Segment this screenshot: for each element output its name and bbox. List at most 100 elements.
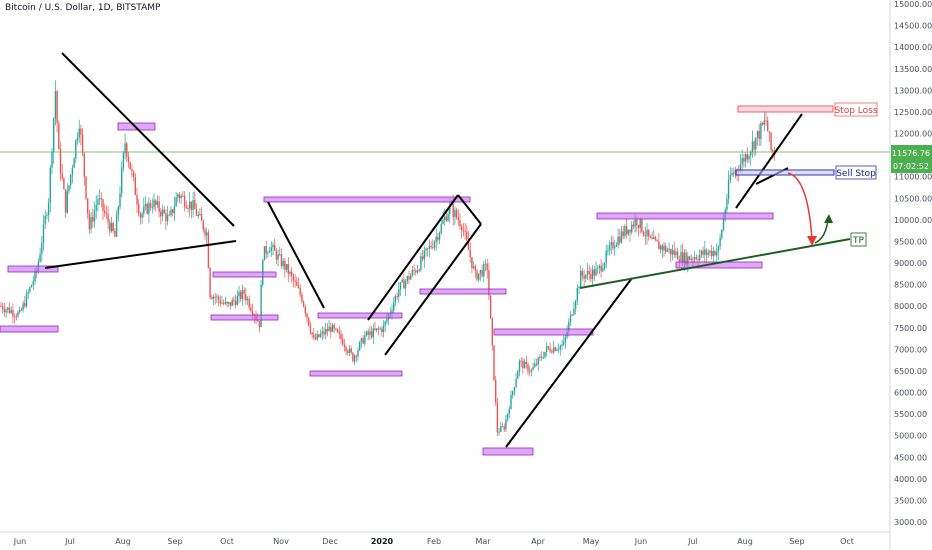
candle-body — [299, 287, 301, 295]
y-tick-label: 3000.00 — [894, 518, 927, 527]
candle-body — [224, 301, 227, 304]
candle-body — [98, 198, 101, 200]
candle-body — [746, 154, 748, 160]
candle-body — [498, 431, 500, 433]
candle-body — [688, 256, 691, 261]
candle-body — [546, 346, 548, 352]
candle-body — [486, 263, 488, 271]
candle-body — [435, 236, 437, 242]
candle-body — [362, 338, 364, 344]
candle-body — [321, 331, 323, 335]
x-tick-label: Apr — [531, 537, 546, 546]
candle-body — [755, 137, 757, 150]
candle-body — [619, 236, 621, 243]
candle-body — [430, 245, 432, 248]
candle-body — [250, 307, 252, 311]
candle-body — [530, 369, 533, 372]
candle-body — [576, 287, 578, 301]
candle-body — [449, 203, 451, 214]
candle-body — [540, 356, 543, 358]
candle-body — [648, 229, 650, 237]
candle-body — [352, 352, 354, 362]
candle-body — [114, 230, 116, 237]
candle-body — [427, 248, 429, 250]
candle-body — [702, 250, 704, 255]
x-tick-label: Mar — [475, 537, 491, 546]
candle-body — [656, 239, 658, 242]
candle-body — [529, 371, 531, 373]
zone-dec-mid — [317, 312, 403, 319]
candle-body — [309, 325, 312, 333]
candle-body — [172, 209, 174, 213]
x-tick-label: Aug — [737, 537, 753, 546]
candle-body — [27, 292, 29, 294]
candle-body — [573, 308, 575, 315]
candle-body — [561, 344, 563, 346]
candle-body — [369, 331, 371, 335]
y-tick-label: 4000.00 — [894, 475, 927, 484]
candle-body — [700, 250, 703, 255]
candle-body — [46, 215, 48, 217]
candle-body — [614, 246, 616, 249]
candle-body — [207, 232, 210, 268]
sell-stop-zone — [735, 169, 835, 176]
candle-body — [670, 248, 672, 255]
candle-body — [597, 268, 599, 269]
candle-body — [631, 224, 633, 233]
candle-body — [464, 230, 466, 232]
candle-body — [204, 229, 206, 236]
candle-body — [518, 360, 521, 372]
candle-body — [699, 254, 701, 261]
candle-body — [580, 270, 582, 288]
candle-body — [146, 203, 148, 214]
candle-body — [78, 128, 80, 138]
candle-body — [335, 328, 337, 330]
y-tick-label: 14000.00 — [894, 43, 932, 52]
candle-body — [629, 229, 631, 233]
candle-body — [97, 199, 99, 205]
candle-body — [637, 224, 640, 229]
y-tick-label: 9000.00 — [894, 259, 927, 268]
candle-body — [190, 201, 193, 211]
y-tick-label: 4500.00 — [894, 453, 927, 462]
candle-body — [163, 209, 165, 214]
candle-body — [695, 257, 697, 260]
candle-body — [336, 329, 339, 333]
candle-body — [216, 296, 218, 298]
candle-body — [750, 151, 752, 156]
candle-body — [447, 213, 449, 221]
candle-body — [160, 211, 162, 217]
candle-body — [583, 275, 585, 279]
candle-body — [272, 244, 274, 248]
candle-body — [155, 200, 157, 205]
candle-body — [520, 360, 522, 362]
candle-body — [551, 351, 553, 353]
candle-body — [219, 300, 221, 304]
candle-body — [92, 217, 94, 222]
candle-body — [690, 258, 692, 261]
candle-body — [661, 245, 663, 251]
candle-body — [578, 287, 580, 288]
candle-body — [134, 177, 136, 195]
candle-body — [483, 264, 485, 277]
x-tick-label: Sep — [789, 537, 804, 546]
candle-body — [64, 189, 67, 213]
y-tick-label: 12000.00 — [894, 130, 932, 139]
candle-body — [416, 270, 419, 273]
trend-lines — [44, 52, 803, 448]
x-tick-label: Oct — [220, 537, 234, 546]
candle-body — [5, 309, 7, 313]
candle-body — [170, 209, 172, 215]
candle-body — [246, 298, 249, 301]
candle-body — [206, 232, 208, 236]
candle-body — [333, 324, 335, 329]
candle-body — [185, 206, 187, 209]
candle-body — [399, 282, 402, 290]
candle-body — [129, 162, 131, 170]
candle-body — [668, 248, 670, 251]
candle-body — [173, 206, 176, 213]
candle-body — [452, 204, 454, 218]
candle-body — [70, 174, 72, 186]
